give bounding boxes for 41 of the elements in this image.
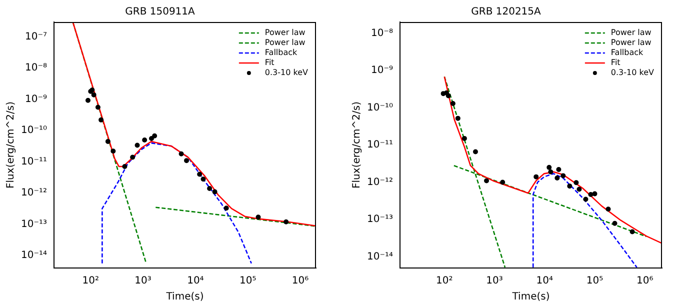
legend-label: 0.3-10 keV: [610, 68, 655, 78]
x-tick-label: 10⁴: [536, 276, 553, 287]
x-tick-label: 10²: [436, 276, 453, 287]
legend-label: 0.3-10 keV: [264, 68, 309, 78]
y-tick-label: 10⁻¹³: [366, 214, 394, 226]
y-tick-label: 10⁻¹¹: [366, 140, 394, 151]
legend-label: Fallback: [264, 48, 298, 58]
legend-label: Power law: [264, 38, 306, 48]
chart-title: GRB 150911A: [125, 6, 196, 18]
x-tick-label: 10³: [486, 276, 503, 287]
y-tick-label: 10⁻¹²: [20, 188, 48, 199]
legend-label: Fallback: [610, 48, 644, 58]
y-tick-label: 10⁻¹³: [20, 218, 48, 230]
chart-title: GRB 120215A: [471, 6, 542, 18]
x-tick-label: 10⁵: [239, 276, 256, 287]
legend-label: Fit: [610, 58, 620, 68]
legend-label: Power law: [610, 38, 652, 48]
y-tick-label: 10⁻⁸: [25, 62, 48, 74]
legend-label: Fit: [264, 58, 274, 68]
y-tick-label: 10⁻¹⁴: [20, 250, 48, 262]
y-axis-title: Flux(erg/cm^2/s): [6, 101, 17, 188]
legend-label: Power law: [264, 28, 306, 38]
x-axis-title: Time(s): [165, 292, 204, 303]
y-tick-label: 10⁻⁹: [371, 65, 394, 76]
y-tick-label: 10⁻¹⁴: [366, 251, 394, 262]
x-tick-label: 10⁵: [586, 276, 604, 287]
x-tick-label: 10⁶: [636, 276, 654, 287]
y-tick-label: 10⁻¹⁰: [20, 125, 48, 136]
x-tick-label: 10²: [82, 276, 100, 287]
y-tick-label: 10⁻⁹: [25, 94, 48, 105]
y-tick-label: 10⁻¹²: [366, 176, 394, 188]
y-tick-label: 10⁻⁷: [25, 32, 48, 42]
y-tick-label: 10⁻¹¹: [20, 156, 48, 168]
x-tick-label: 10⁴: [187, 276, 204, 287]
x-axis-title: Time(s): [511, 292, 550, 303]
y-tick-label: 10⁻⁸: [371, 28, 394, 39]
x-tick-label: 10³: [134, 276, 152, 287]
legend-label: Power law: [610, 28, 652, 38]
x-tick-label: 10⁶: [292, 276, 309, 287]
y-tick-label: 10⁻¹⁰: [366, 102, 394, 114]
y-axis-title: Flux(erg/cm^2/s): [352, 101, 363, 188]
